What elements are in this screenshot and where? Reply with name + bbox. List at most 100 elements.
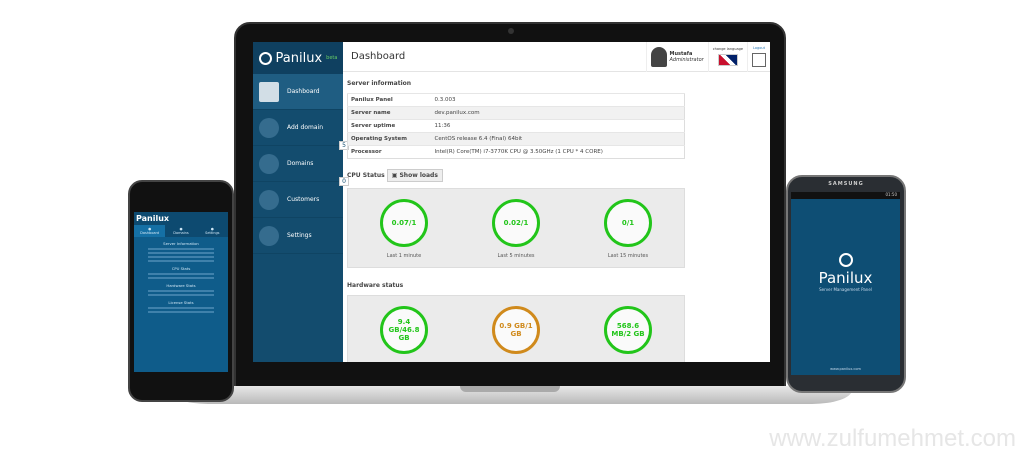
tab-label: Settings	[205, 231, 220, 235]
splash-logo: Panilux Server Management Panel	[791, 253, 900, 292]
tab-label: Dashboard	[140, 231, 160, 235]
cpu-status-title: CPU Status	[347, 172, 385, 179]
app-name: Panilux	[818, 269, 873, 287]
main-content: Server information Panilux Panel 0.3.003 S…	[347, 76, 767, 362]
logout-button[interactable]: Logout	[747, 42, 770, 72]
tab-label: Domains	[173, 231, 189, 235]
status-bar: 01:50	[791, 192, 900, 199]
row-label: Operating System	[347, 132, 432, 146]
sidebar-item-label: Customers	[287, 196, 320, 203]
table-row: Processor Intel(R) Core(TM) i7-3770K CPU …	[347, 145, 685, 159]
table-row: Panilux Panel 0.3.003	[347, 93, 685, 107]
row-value: CentOS release 6.4 (Final) 64bit	[431, 132, 685, 146]
app-url: www.panilux.com	[830, 367, 861, 371]
brand-label: SAMSUNG	[828, 181, 864, 187]
globe-plus-icon	[259, 117, 279, 138]
home-icon	[259, 81, 279, 102]
laptop-camera	[508, 28, 514, 34]
gauge-value: 0.02/1	[492, 199, 540, 247]
tab-icon: ●	[148, 227, 152, 231]
laptop-screen: Panilux beta Dashboard Add domain Domains 5 C…	[253, 42, 770, 362]
gauge: 9.4 GB/46.8 GB	[354, 306, 454, 354]
android-screen: 01:50 Panilux Server Management Panel ww…	[791, 192, 900, 375]
panilux-logo-icon	[838, 253, 853, 267]
section-title: Server Information	[163, 241, 199, 246]
count-badge: 0	[339, 177, 349, 186]
watermark: www.zulfumehmet.com	[769, 425, 1016, 452]
logout-icon	[752, 53, 766, 67]
uk-flag-icon	[717, 54, 738, 66]
gauge: 0/1 Last 15 minutes	[578, 199, 678, 259]
row-value: Intel(R) Core(TM) i7-3770K CPU @ 3.50GHz…	[431, 145, 685, 159]
avatar	[650, 46, 667, 67]
sidebar-item-domains[interactable]: Domains 5	[253, 141, 349, 182]
gauge-value: 568.6 MB/2 GB	[604, 306, 652, 354]
row-label: Panilux Panel	[347, 93, 432, 107]
sidebar: Panilux beta Dashboard Add domain Domains 5 C…	[253, 42, 349, 362]
globe-icon	[259, 153, 279, 174]
row-value: dev.panilux.com	[431, 106, 685, 120]
tab-icon: ●	[210, 227, 214, 231]
status-time: 01:50	[885, 192, 897, 197]
sidebar-item-label: Domains	[287, 160, 314, 167]
sidebar-item-settings[interactable]: Settings	[253, 218, 343, 254]
section-title: License Stats	[168, 300, 194, 305]
show-loads-button[interactable]: ▣ Show loads	[386, 169, 443, 182]
show-loads-label: Show loads	[399, 172, 438, 179]
iphone-tabs: ● Dashboard ● Domains ● Settings	[134, 225, 228, 237]
tab-settings[interactable]: ● Settings	[197, 225, 228, 237]
iphone-title: Panilux	[134, 212, 228, 225]
placeholder-line	[148, 248, 214, 250]
table-row: Server name dev.panilux.com	[347, 106, 685, 120]
placeholder-line	[148, 277, 214, 279]
page-title: Dashboard	[351, 51, 406, 62]
tab-domains[interactable]: ● Domains	[165, 225, 196, 237]
hardware-status-title: Hardware status	[347, 282, 404, 289]
gauge: 0.07/1 Last 1 minute	[354, 199, 454, 259]
table-row: Server uptime 11:36	[347, 119, 685, 133]
language-switcher[interactable]: change language	[707, 42, 747, 72]
gauge: 568.6 MB/2 GB	[578, 306, 678, 354]
laptop-base	[168, 386, 852, 404]
gauge-value: 0.07/1	[380, 199, 428, 247]
row-label: Server uptime	[347, 119, 432, 133]
placeholder-line	[148, 260, 214, 262]
server-info-title: Server information	[347, 80, 412, 87]
placeholder-line	[148, 290, 214, 292]
laptop-notch	[460, 386, 560, 392]
sidebar-item-dashboard[interactable]: Dashboard	[253, 74, 343, 110]
gauge-value: 9.4 GB/46.8 GB	[380, 306, 428, 354]
wrench-icon	[259, 225, 279, 246]
placeholder-line	[148, 311, 214, 313]
iphone-screen: Panilux ● Dashboard ● Domains ● Settings Serv…	[134, 212, 228, 372]
section-title: Hardware Stats	[166, 283, 196, 288]
logout-label: Logout	[753, 46, 765, 50]
users-icon	[259, 189, 279, 210]
user-name: Mustafa	[669, 50, 693, 57]
row-value: 0.3.003	[431, 93, 685, 107]
logo-text: Panilux	[275, 50, 323, 66]
row-label: Server name	[347, 106, 432, 120]
cpu-status-panel: 0.07/1 Last 1 minute 0.02/1 Last 5 minutes 0…	[347, 188, 685, 268]
placeholder-line	[148, 307, 214, 309]
gauge-value: 0/1	[604, 199, 652, 247]
placeholder-line	[148, 252, 214, 254]
app-tagline: Server Management Panel	[819, 287, 872, 292]
change-language-label: change language	[712, 47, 743, 51]
gauge: 0.9 GB/1 GB	[466, 306, 566, 354]
sidebar-item-customers[interactable]: Customers 0	[253, 177, 349, 218]
tab-dashboard[interactable]: ● Dashboard	[134, 225, 166, 237]
logo-icon	[258, 51, 272, 65]
gauge-value: 0.9 GB/1 GB	[492, 306, 540, 354]
user-menu[interactable]: Mustafa Administrator	[645, 42, 708, 72]
row-label: Processor	[347, 145, 432, 159]
gauge-label: Last 5 minutes	[497, 253, 535, 259]
header: Dashboard Mustafa Administrator change la…	[343, 42, 770, 72]
server-info-table: Panilux Panel 0.3.003 Server name dev.panil…	[347, 93, 685, 159]
row-value: 11:36	[431, 119, 685, 133]
tab-icon: ●	[179, 227, 183, 231]
gauge-label: Last 15 minutes	[607, 253, 649, 259]
sidebar-item-add-domain[interactable]: Add domain	[253, 110, 343, 146]
logo[interactable]: Panilux beta	[253, 42, 343, 74]
placeholder-line	[148, 256, 214, 258]
